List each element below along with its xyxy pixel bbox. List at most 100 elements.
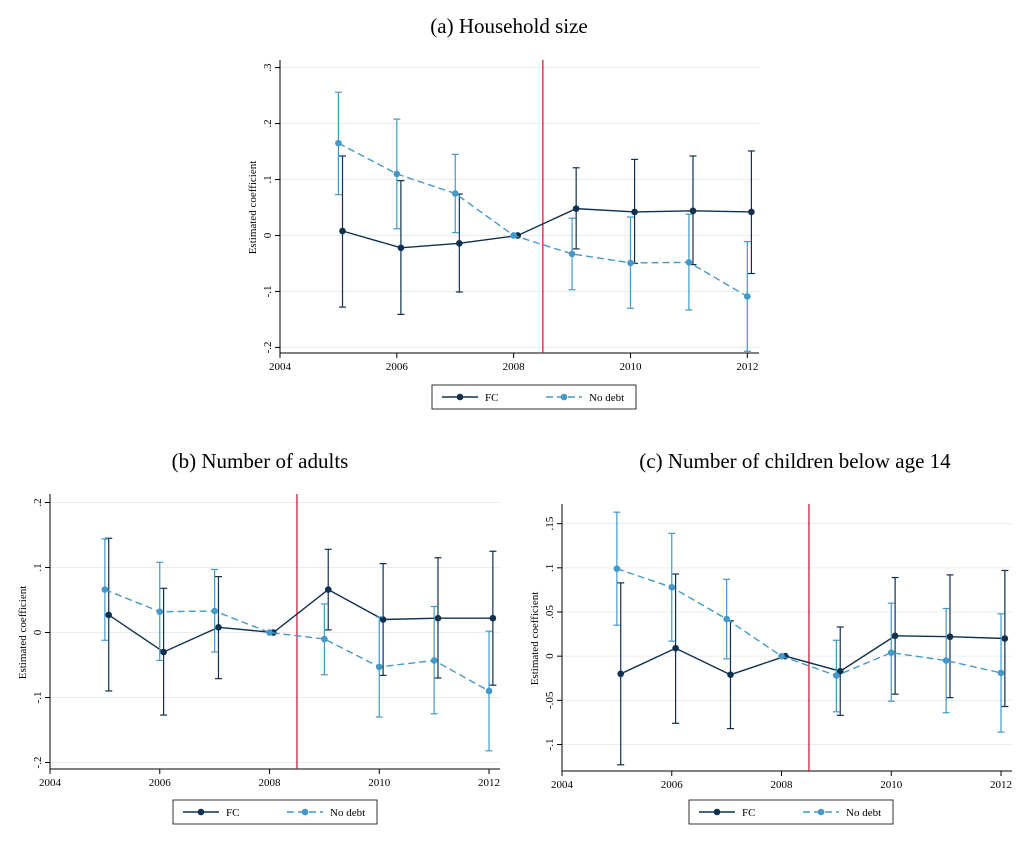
legend-label-fc: FC: [742, 807, 755, 819]
nodebt-point: [778, 652, 785, 660]
y-tick-label: .1: [262, 175, 274, 183]
legend-marker-fc: [713, 808, 721, 816]
fc-point: [748, 208, 755, 216]
fc-point: [946, 633, 954, 641]
y-axis-title: Estimated coefficient: [17, 586, 29, 680]
x-tick-label: 2008: [503, 361, 526, 373]
nodebt-point: [211, 607, 218, 615]
legend-label-fc: FC: [485, 392, 498, 404]
y-tick-label: .05: [544, 605, 556, 619]
y-tick-label: .15: [544, 516, 556, 530]
x-tick-label: 2004: [551, 779, 574, 791]
fc-point: [397, 244, 405, 252]
panel-c: -.1 -.05 0 .05 .1 .15 2004 2006 2008 2010 2012 Esti…: [529, 504, 1012, 825]
nodebt-point: [668, 583, 676, 591]
legend: FC No debt: [172, 799, 378, 825]
nodebt-point: [887, 649, 895, 656]
nodebt-point: [430, 657, 438, 664]
fc-point: [215, 624, 222, 631]
y-tick-label: .3: [262, 63, 274, 72]
x-tick-label: 2004: [269, 361, 292, 373]
x-tick-label: 2006: [386, 361, 409, 373]
x-tick-label: 2004: [39, 777, 62, 789]
x-tick-label: 2010: [368, 777, 391, 789]
fc-point: [456, 240, 463, 247]
nodebt-point: [627, 259, 634, 267]
fc-point: [672, 644, 679, 652]
nodebt-point: [266, 629, 273, 636]
x-tick-label: 2012: [990, 779, 1012, 791]
nodebt-series-line: [616, 568, 1002, 677]
legend-label-nodebt: No debt: [589, 392, 624, 404]
panel-b-title: (b) Number of adults: [171, 449, 349, 473]
y-tick-label: .1: [32, 563, 44, 571]
y-tick-label: 0: [262, 232, 274, 238]
x-tick-label: 2006: [661, 779, 684, 791]
nodebt-point: [568, 250, 576, 258]
legend-label-nodebt: No debt: [330, 807, 365, 819]
legend-marker-nodebt: [817, 808, 825, 816]
x-tick-label: 2008: [771, 779, 794, 791]
y-tick-label: -.1: [262, 285, 274, 297]
fc-point: [105, 611, 113, 619]
y-tick-label: 0: [544, 653, 556, 659]
fc-series-line: [108, 588, 493, 653]
fc-series-line: [620, 635, 1005, 676]
fc-point: [489, 614, 497, 622]
panel-b: -.2 -.1 0 .1 .2 2004 2006 2008 2010 2012 Estimated…: [17, 494, 500, 825]
fc-point: [836, 667, 844, 675]
nodebt-point: [510, 232, 517, 239]
panel-a: -.2 -.1 0 .1 .2 .3 2004 2006 2008 2010 2012 Estimat…: [247, 60, 759, 410]
y-tick-label: 0: [32, 629, 44, 635]
legend-marker-nodebt: [301, 808, 309, 816]
legend-marker-fc: [197, 808, 205, 816]
nodebt-point: [321, 635, 328, 643]
y-tick-label: -.2: [262, 341, 274, 353]
x-tick-label: 2008: [259, 777, 282, 789]
x-tick-label: 2012: [736, 361, 758, 373]
x-tick-label: 2010: [619, 361, 642, 373]
fc-point: [572, 205, 580, 212]
nodebt-point: [156, 608, 164, 615]
fc-point: [689, 207, 697, 215]
legend-label-nodebt: No debt: [846, 807, 881, 819]
y-axis-title: Estimated coefficient: [529, 592, 541, 686]
fc-point: [727, 671, 734, 679]
nodebt-point: [942, 657, 950, 664]
y-axis-title: Estimated coefficient: [247, 161, 259, 255]
fc-point: [379, 616, 387, 623]
nodebt-point: [685, 259, 693, 266]
nodebt-point: [744, 293, 751, 300]
fc-point: [617, 670, 625, 678]
nodebt-point: [451, 190, 459, 197]
nodebt-point: [335, 139, 342, 147]
nodebt-point: [393, 170, 401, 178]
fc-point: [324, 586, 332, 593]
fc-point: [339, 227, 346, 235]
nodebt-series-line: [104, 588, 490, 692]
y-tick-label: -.2: [32, 757, 44, 769]
nodebt-point: [101, 586, 109, 593]
y-tick-label: .2: [262, 119, 274, 127]
y-tick-label: .1: [544, 564, 556, 572]
fc-point: [891, 632, 899, 640]
x-tick-label: 2012: [478, 777, 500, 789]
nodebt-point: [997, 669, 1005, 677]
nodebt-point: [723, 615, 730, 623]
fc-series-line: [342, 207, 752, 249]
y-tick-label: -.1: [544, 739, 556, 751]
legend-marker-fc: [456, 393, 464, 401]
fc-point: [1001, 635, 1009, 642]
legend-marker-nodebt: [560, 393, 568, 401]
nodebt-point: [833, 672, 840, 679]
nodebt-point: [375, 663, 383, 671]
panel-c-title: (c) Number of children below age 14: [639, 449, 951, 473]
fc-point: [160, 648, 167, 656]
legend: FC No debt: [431, 384, 637, 410]
x-tick-label: 2010: [880, 779, 903, 791]
y-tick-label: -.1: [32, 692, 44, 704]
nodebt-series-line: [338, 142, 748, 298]
fc-point: [434, 614, 442, 622]
fc-point: [631, 208, 638, 216]
